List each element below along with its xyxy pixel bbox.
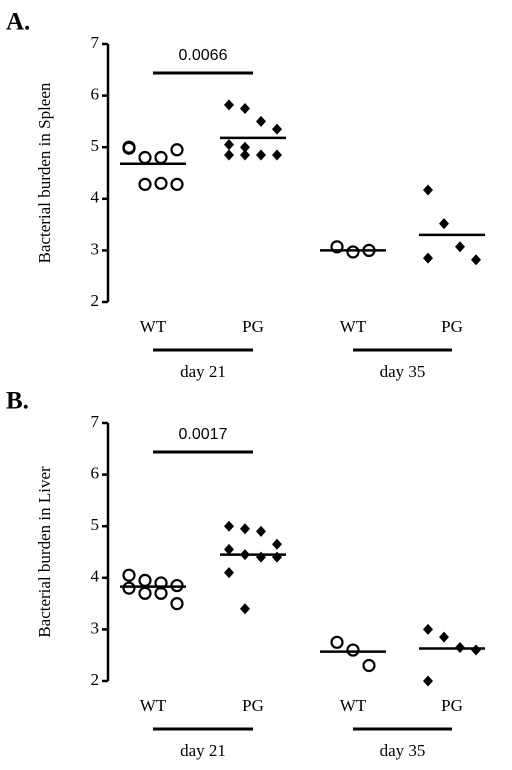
point [439, 218, 449, 230]
y-tick-label: 5 [91, 136, 100, 155]
point [122, 140, 136, 154]
y-tick-label: 6 [91, 464, 100, 483]
point [423, 252, 433, 264]
point [122, 581, 136, 595]
y-tick-label: 7 [91, 33, 100, 52]
panel-label: B. [6, 388, 29, 415]
point [240, 103, 250, 114]
point [256, 551, 266, 563]
point [224, 543, 234, 555]
point [240, 149, 250, 161]
panel-label: A. [6, 9, 30, 36]
point [346, 245, 360, 259]
x-tick-label: PG [242, 696, 264, 715]
point [423, 184, 433, 196]
point [154, 150, 168, 165]
y-tick-label: 2 [91, 670, 100, 689]
group-label: day 35 [380, 741, 426, 760]
point [256, 115, 266, 127]
point [362, 658, 376, 673]
point [439, 631, 449, 643]
point [471, 644, 481, 656]
y-tick-label: 3 [91, 618, 100, 637]
point [170, 143, 184, 157]
point [224, 149, 234, 161]
point [138, 586, 152, 600]
y-tick-label: 2 [91, 291, 100, 310]
point [256, 525, 266, 537]
point [224, 139, 234, 151]
x-tick-label: PG [441, 317, 463, 336]
point [272, 538, 282, 550]
point [138, 177, 152, 191]
point [170, 596, 184, 611]
point [471, 254, 481, 266]
y-tick-label: 4 [91, 188, 100, 207]
point [240, 141, 250, 153]
point [138, 573, 152, 587]
point [272, 149, 282, 161]
group-label: day 35 [380, 362, 426, 381]
point [256, 149, 266, 161]
point [423, 675, 433, 687]
point [170, 177, 184, 191]
point [346, 643, 360, 657]
y-tick-label: 5 [91, 515, 100, 534]
x-tick-label: WT [340, 317, 367, 336]
x-tick-label: PG [441, 696, 463, 715]
point [272, 551, 282, 563]
point [455, 241, 465, 253]
point [224, 99, 234, 111]
y-tick-label: 7 [91, 412, 100, 431]
comparison-label: 0.0017 [179, 426, 228, 443]
point [272, 123, 282, 135]
x-tick-label: WT [340, 696, 367, 715]
point [122, 568, 136, 582]
y-tick-label: 3 [91, 239, 100, 258]
y-axis-label: Bacterial burden in Liver [35, 466, 54, 638]
x-tick-label: WT [140, 317, 167, 336]
x-tick-label: PG [242, 317, 264, 336]
point [224, 567, 234, 579]
group-label: day 21 [180, 362, 226, 381]
point [423, 623, 433, 635]
point [330, 635, 344, 649]
point [240, 603, 250, 615]
point [240, 523, 250, 535]
point [138, 150, 152, 165]
y-axis-label: Bacterial burden in Spleen [35, 82, 54, 263]
x-tick-label: WT [140, 696, 167, 715]
comparison-label: 0.0066 [179, 47, 228, 64]
y-tick-label: 6 [91, 85, 100, 104]
point [224, 520, 234, 532]
group-label: day 21 [180, 741, 226, 760]
point [330, 240, 344, 254]
y-tick-label: 4 [91, 567, 100, 586]
point [154, 176, 168, 190]
